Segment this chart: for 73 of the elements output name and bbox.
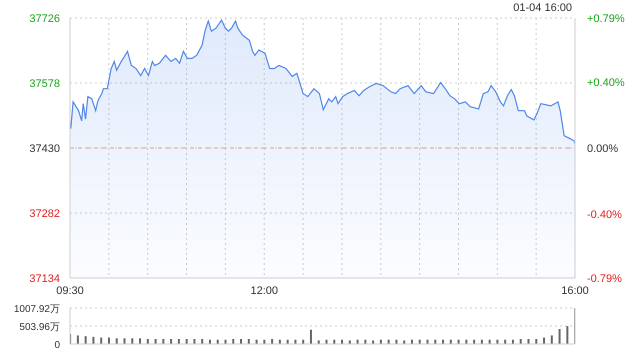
- bar: [356, 340, 359, 344]
- bar: [528, 339, 530, 344]
- bar: [465, 340, 468, 344]
- bar: [380, 340, 382, 344]
- bar: [550, 335, 553, 344]
- bar: [418, 340, 421, 344]
- bar: [426, 340, 428, 344]
- y2-tick-label: +0.40%: [587, 77, 625, 90]
- y2-tick-label: -0.79%: [587, 273, 622, 285]
- bar: [76, 335, 79, 344]
- y-tick-label: 37134: [29, 273, 60, 285]
- bar: [294, 340, 296, 344]
- bar: [256, 340, 258, 344]
- x-tick-label: 16:00: [561, 284, 589, 297]
- bar: [326, 340, 328, 344]
- x-tick-label: 12:00: [250, 284, 278, 297]
- y-tick-label: 37578: [29, 78, 60, 90]
- bar: [364, 340, 366, 344]
- bar: [512, 340, 514, 344]
- y2-tick-label: +0.79%: [587, 13, 625, 25]
- bar: [84, 336, 87, 344]
- bar: [271, 339, 274, 344]
- bar: [92, 336, 94, 344]
- y-tick-label: 503.96万: [19, 322, 60, 333]
- y2-tick-label: -0.40%: [587, 208, 622, 221]
- bar: [410, 340, 413, 344]
- bar: [263, 340, 266, 344]
- bar: [302, 340, 304, 344]
- bar: [201, 339, 204, 344]
- bar: [232, 339, 234, 344]
- bar: [496, 340, 498, 344]
- bar: [108, 338, 110, 344]
- bar: [224, 340, 226, 344]
- y-tick-label: 0: [54, 340, 60, 351]
- bar: [333, 340, 336, 344]
- bar: [248, 339, 250, 344]
- text: 01-04 16:00: [513, 2, 572, 14]
- bar: [535, 339, 538, 344]
- bar: [100, 338, 102, 344]
- bar: [566, 326, 568, 344]
- y-tick-label: 37430: [29, 143, 60, 155]
- bar: [388, 340, 390, 344]
- bar: [310, 330, 312, 344]
- y-tick-label: 1007.92万: [14, 304, 60, 315]
- bar: [278, 340, 281, 344]
- bar: [480, 340, 483, 344]
- bar: [543, 338, 546, 344]
- bar: [434, 340, 436, 344]
- x-tick-label: 09:30: [56, 284, 84, 297]
- bar: [186, 339, 188, 344]
- bar: [162, 339, 164, 344]
- bar: [458, 340, 460, 344]
- bar: [395, 340, 398, 344]
- y-tick-label: 37282: [29, 208, 60, 220]
- bar: [240, 339, 242, 344]
- bar: [146, 339, 149, 344]
- bar: [520, 339, 522, 344]
- bar: [178, 339, 180, 344]
- y2-tick-label: 0.00%: [587, 143, 618, 155]
- bar: [208, 340, 211, 344]
- bar: [473, 340, 476, 344]
- bar: [488, 340, 491, 344]
- bar: [154, 339, 157, 344]
- bar: [504, 340, 506, 344]
- bar: [450, 340, 452, 344]
- y-tick-label: 37726: [29, 13, 60, 25]
- bar: [442, 340, 444, 344]
- bar: [170, 339, 172, 344]
- bar: [216, 340, 219, 344]
- bar: [286, 340, 289, 344]
- bar: [193, 339, 196, 344]
- bar: [341, 340, 344, 344]
- bar: [558, 329, 561, 344]
